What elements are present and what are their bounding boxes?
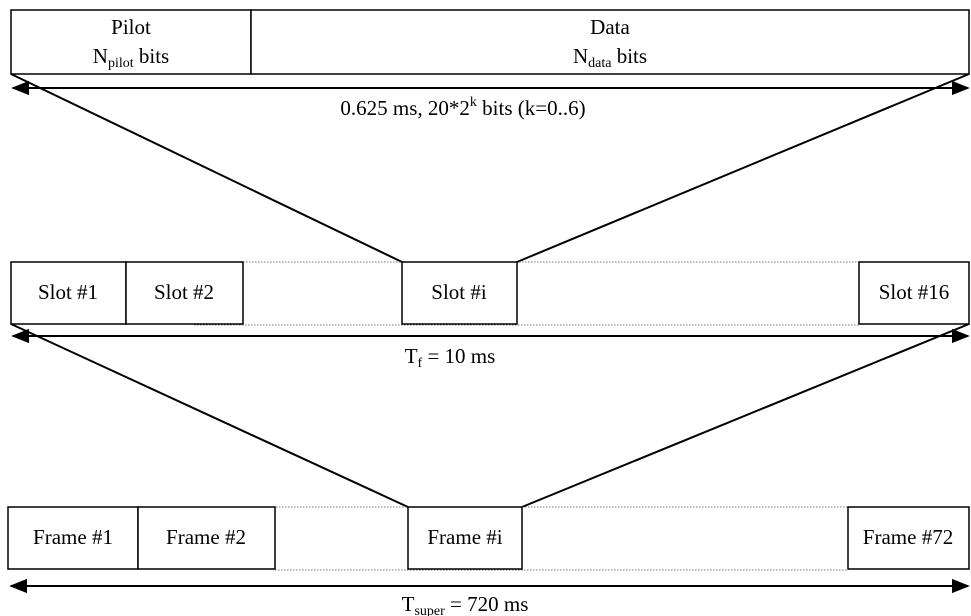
frame-1-box: [7, 506, 139, 570]
superframe-duration-label: Tsuper = 720 ms: [402, 592, 529, 616]
slot-16-label: Slot #16: [879, 280, 950, 304]
frame-72-label: Frame #72: [863, 525, 953, 549]
frame-duration-label: Tf = 10 ms: [405, 344, 496, 371]
frame-1-label: Frame #1: [33, 525, 113, 549]
pilot-field: [10, 9, 252, 75]
frame-i-label: Frame #i: [427, 525, 502, 549]
slot-i-label: Slot #i: [431, 280, 487, 304]
data-bits-label: Ndata bits: [573, 44, 647, 71]
pilot-title: Pilot: [111, 15, 151, 39]
data-field: [250, 9, 970, 75]
frame-2-box: [137, 506, 276, 570]
frame-72-box: [847, 506, 970, 570]
slot-i-box: [401, 261, 518, 325]
slot-2-label: Slot #2: [154, 280, 214, 304]
data-title: Data: [590, 15, 630, 39]
slot-2-box: [125, 261, 244, 325]
expand-line-frame-left: [10, 323, 409, 508]
slot-16-box: [858, 261, 970, 325]
slot-duration-label: 0.625 ms, 20*2k bits (k=0..6): [340, 95, 585, 120]
frame-i-box: [407, 506, 523, 570]
frame-2-label: Frame #2: [166, 525, 246, 549]
pilot-bits-label: Npilot bits: [93, 44, 169, 71]
expand-line-slot-left: [10, 73, 403, 263]
expand-line-slot-right: [516, 73, 970, 263]
slot-1-label: Slot #1: [38, 280, 98, 304]
expand-line-frame-right: [521, 323, 970, 508]
slot-1-box: [10, 261, 127, 325]
